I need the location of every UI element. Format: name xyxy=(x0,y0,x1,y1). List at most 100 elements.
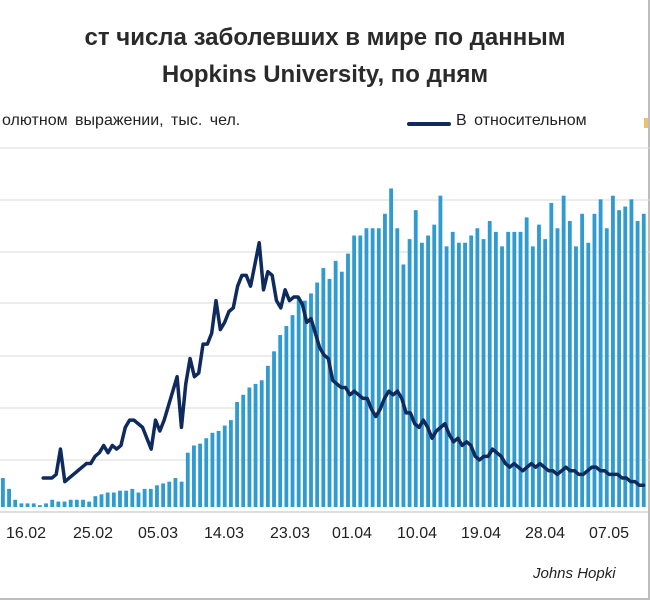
chart-title-line1: ст числа заболевших в мире по данным xyxy=(84,24,566,51)
x-tick-label: 23.03 xyxy=(270,525,310,542)
bar xyxy=(290,315,295,507)
bar xyxy=(50,499,55,507)
bar xyxy=(210,432,215,507)
bar xyxy=(81,499,85,507)
bar xyxy=(161,483,166,507)
bar xyxy=(87,501,92,507)
bar xyxy=(272,351,276,507)
bar xyxy=(31,503,36,507)
bar xyxy=(105,492,110,507)
bar xyxy=(247,387,252,507)
bar xyxy=(192,445,196,507)
x-tick-label: 25.02 xyxy=(73,525,113,542)
bar xyxy=(68,499,73,507)
bar xyxy=(339,271,344,507)
bar xyxy=(623,206,628,508)
bar xyxy=(641,213,646,507)
bar xyxy=(592,213,597,507)
bar xyxy=(99,494,104,507)
bar xyxy=(518,231,523,507)
bar xyxy=(259,380,264,507)
bar xyxy=(604,228,609,507)
bar xyxy=(216,430,221,507)
bar xyxy=(598,199,603,508)
bar xyxy=(469,235,474,507)
bar xyxy=(358,235,363,507)
bar xyxy=(37,505,42,507)
bar xyxy=(235,402,239,507)
bar xyxy=(364,228,369,507)
bar xyxy=(62,501,67,507)
bar xyxy=(617,210,622,507)
bar xyxy=(352,235,357,507)
legend-square-swatch xyxy=(644,118,650,128)
bar xyxy=(253,383,258,507)
bar xyxy=(204,438,209,507)
bar xyxy=(376,228,381,507)
x-tick-label: 16.02 xyxy=(6,525,46,542)
bar xyxy=(321,268,326,507)
bar xyxy=(1,478,5,507)
bar xyxy=(167,481,172,507)
bar xyxy=(432,224,437,507)
bar xyxy=(574,246,578,508)
bar xyxy=(155,485,159,507)
bar xyxy=(136,492,141,507)
bar xyxy=(561,195,566,507)
bar xyxy=(635,221,640,507)
legend-line-swatch xyxy=(407,122,451,126)
bar xyxy=(148,488,153,507)
bar xyxy=(130,488,135,507)
bar xyxy=(413,210,418,507)
bar xyxy=(555,228,560,507)
bar xyxy=(611,195,615,507)
bar xyxy=(493,231,498,507)
x-tick-label: 05.03 xyxy=(138,525,178,542)
bar xyxy=(278,335,283,507)
bar xyxy=(19,503,24,507)
bar xyxy=(401,264,406,507)
bar xyxy=(241,394,246,507)
bar xyxy=(586,242,591,508)
x-tick-label: 19.04 xyxy=(461,525,501,542)
bar xyxy=(124,490,129,507)
frame-right-border xyxy=(648,0,650,600)
bar xyxy=(506,231,511,507)
series-line xyxy=(41,240,646,488)
bar xyxy=(25,503,30,507)
x-tick-label: 01.04 xyxy=(332,525,372,542)
bar xyxy=(346,253,350,507)
bar xyxy=(383,213,387,507)
bar xyxy=(228,420,233,507)
bar xyxy=(549,202,554,508)
bar xyxy=(327,278,332,507)
bar xyxy=(265,365,270,507)
x-tick-label: 14.03 xyxy=(204,525,244,542)
chart-legend: олютном выражении, тыс. чел. В относител… xyxy=(0,110,650,136)
bar xyxy=(481,239,486,507)
bar xyxy=(284,326,289,507)
bar xyxy=(222,425,227,507)
frame-bottom-border xyxy=(0,598,650,600)
bar xyxy=(302,300,307,507)
bar xyxy=(444,246,449,508)
bar xyxy=(44,503,48,507)
bar xyxy=(179,481,184,507)
bar xyxy=(567,221,572,507)
bar xyxy=(500,246,504,508)
bar xyxy=(296,297,301,507)
bar xyxy=(118,490,122,507)
bar xyxy=(309,293,313,507)
bar xyxy=(315,282,320,507)
bar xyxy=(487,221,492,507)
bar xyxy=(395,228,400,507)
bar xyxy=(389,188,394,507)
bar xyxy=(13,499,18,507)
chart-title-line2: Hopkins University, по дням xyxy=(161,61,489,88)
bar xyxy=(111,492,116,507)
bar xyxy=(629,199,634,508)
bar xyxy=(93,496,98,507)
legend-label-bars: олютном выражении, тыс. чел. xyxy=(2,112,241,129)
bar xyxy=(185,452,190,507)
